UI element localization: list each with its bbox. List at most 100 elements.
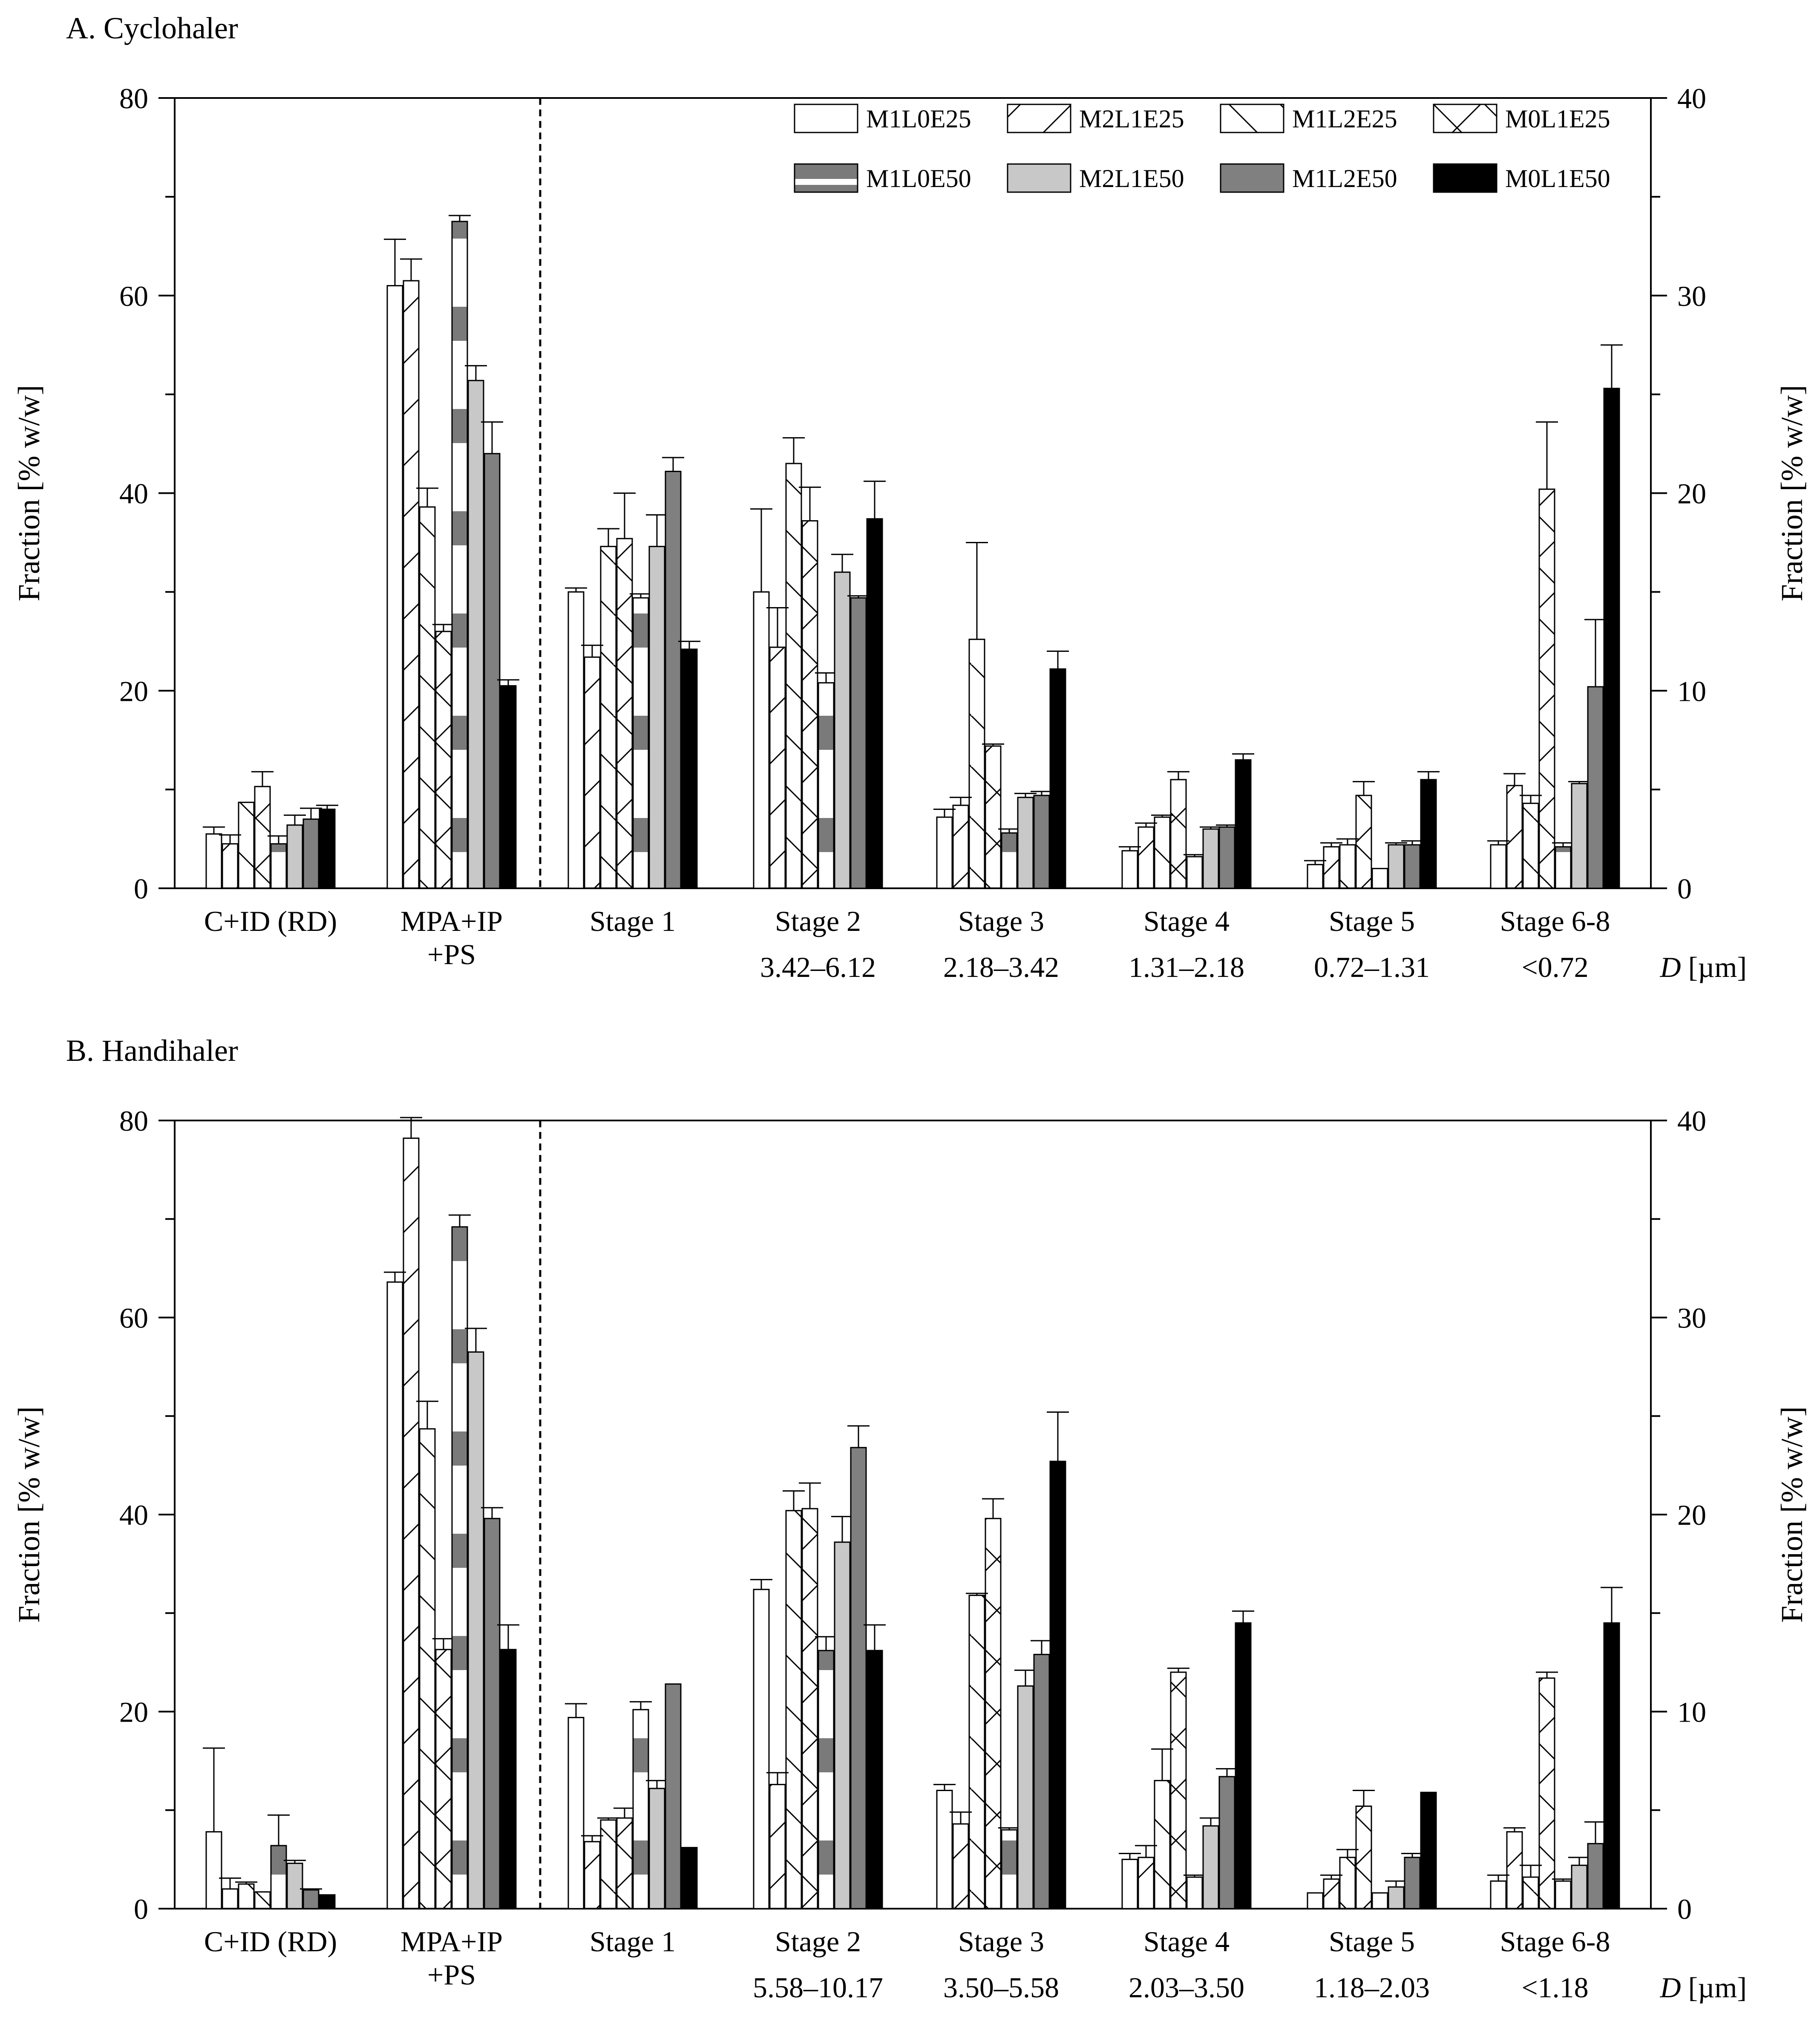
bar-M1L2E25: [600, 546, 617, 889]
bar-M1L0E25: [936, 1790, 953, 1910]
bar-M2L1E25: [1138, 1857, 1155, 1910]
bar-M1L0E25: [1307, 864, 1324, 889]
bar-M0L1E50: [1420, 779, 1437, 889]
category-label: Stage 2: [775, 905, 861, 937]
y-axis-label-right: Fraction [% w/w]: [1775, 1406, 1809, 1623]
bar-M1L2E50: [1033, 1653, 1050, 1910]
bar-M0L1E50: [1049, 668, 1066, 889]
bar-M1L0E25: [205, 1831, 222, 1910]
legend-label: M1L2E25: [1292, 105, 1397, 133]
bar-M1L2E50: [302, 818, 320, 889]
category-label: Stage 5: [1329, 1925, 1415, 1958]
bar-M1L2E25: [1339, 1857, 1356, 1910]
category-label: +PS: [427, 1959, 476, 1991]
bar-M1L2E25: [238, 801, 255, 889]
bar-M1L0E25: [753, 591, 770, 889]
forward-hatch-box-icon: [1007, 104, 1071, 133]
bar-M1L0E50: [632, 1709, 649, 1910]
size-range-label: 5.58–10.17: [753, 1971, 883, 2004]
bar-M1L2E50: [1218, 1776, 1235, 1910]
bar-M1L0E50: [451, 1226, 468, 1910]
size-range-label: 3.42–6.12: [760, 951, 876, 983]
bar-M1L2E25: [785, 463, 802, 889]
bar-M0L1E25: [985, 745, 1002, 889]
bar-M1L2E25: [968, 1595, 985, 1910]
bar-M1L0E50: [1001, 832, 1018, 889]
right-axis-tick-label: 10: [1677, 675, 1706, 707]
bar-M2L1E25: [952, 804, 969, 889]
bar-M0L1E25: [254, 786, 271, 889]
right-axis-tick-label: 10: [1677, 1696, 1706, 1728]
right-axis-tick-label: 40: [1677, 82, 1706, 115]
category-label: +PS: [427, 938, 476, 971]
right-axis-tick-label: 20: [1677, 1499, 1706, 1531]
bar-M2L1E25: [584, 656, 601, 889]
backward-hatch-box-icon: [1220, 104, 1284, 133]
bar-M0L1E25: [616, 538, 633, 889]
bar-M1L2E25: [1154, 1780, 1171, 1910]
bar-M2L1E50: [1388, 844, 1405, 889]
bar-M0L1E50: [319, 1894, 336, 1910]
bar-M2L1E50: [1017, 797, 1034, 889]
size-range-label: 2.03–3.50: [1129, 1971, 1244, 2004]
size-range-label: 1.18–2.03: [1314, 1971, 1430, 2004]
open-box-icon: [794, 104, 858, 133]
category-label: C+ID (RD): [204, 1925, 337, 1958]
category-label: C+ID (RD): [204, 905, 337, 937]
bar-M0L1E50: [1603, 1622, 1620, 1910]
right-axis-tick-label: 0: [1677, 1893, 1692, 1925]
bar-M1L2E25: [419, 506, 436, 889]
bar-M1L2E50: [1587, 686, 1604, 889]
bar-M2L1E25: [769, 1784, 786, 1910]
bar-M1L2E25: [1154, 816, 1171, 889]
legend-label: M1L2E50: [1292, 164, 1397, 193]
bar-M1L2E25: [1522, 803, 1539, 889]
category-label: Stage 4: [1143, 1925, 1230, 1958]
bar-M0L1E25: [1538, 488, 1555, 889]
category-label: MPA+IP: [400, 1925, 503, 1958]
left-axis-tick-label: 80: [119, 1105, 148, 1137]
y-axis-label-right: Fraction [% w/w]: [1775, 385, 1809, 602]
left-axis-tick-label: 20: [119, 675, 148, 707]
bar-M1L2E50: [1587, 1843, 1604, 1910]
bar-M1L0E25: [1307, 1892, 1324, 1910]
bar-M1L2E25: [785, 1510, 802, 1910]
bar-M0L1E50: [1235, 759, 1252, 889]
category-label: Stage 1: [590, 1925, 676, 1958]
category-label: Stage 6-8: [1500, 905, 1610, 937]
bar-M1L2E25: [600, 1819, 617, 1910]
dark-gray-box-icon: [1220, 163, 1284, 193]
bar-M2L1E50: [648, 1788, 665, 1910]
bar-M2L1E50: [467, 380, 484, 889]
category-label: Stage 3: [958, 905, 1044, 937]
bar-M1L2E50: [1033, 795, 1050, 889]
bar-M0L1E50: [866, 518, 883, 889]
bar-M1L0E50: [1001, 1829, 1018, 1910]
size-range-label: 1.31–2.18: [1129, 951, 1244, 983]
bar-M0L1E50: [1235, 1622, 1252, 1910]
bar-M1L0E50: [1555, 846, 1572, 889]
bar-M1L0E50: [270, 843, 287, 889]
bar-M2L1E25: [403, 1138, 420, 1910]
bar-M2L1E25: [222, 843, 239, 889]
legend: M1L0E25 M2L1E25 M1L2E25 M0L1E25 M1L0E50 M2L1E…: [794, 104, 1610, 193]
bar-M0L1E50: [1420, 1791, 1437, 1910]
bar-M2L1E50: [648, 546, 665, 889]
panel-title: A. Cyclohaler: [66, 11, 238, 45]
bar-M2L1E25: [1506, 785, 1523, 889]
bar-M1L2E50: [850, 597, 867, 889]
chart-panel-handihaler: 0 20 40 60 80 0 10 20 30 40 Fraction [% w/w] Fracti…: [12, 1105, 1809, 2004]
left-axis-tick-label: 60: [119, 280, 148, 312]
bar-M2L1E25: [1138, 826, 1155, 889]
bar-M2L1E50: [834, 571, 851, 889]
category-label: Stage 6-8: [1500, 1925, 1610, 1958]
bar-M1L0E25: [753, 1589, 770, 1910]
size-range-label: <1.18: [1521, 1971, 1588, 2004]
bar-M1L0E25: [1121, 1858, 1138, 1910]
bar-M1L0E50: [1555, 1880, 1572, 1910]
bar-M2L1E50: [1202, 1825, 1219, 1910]
bar-M1L0E50: [632, 597, 649, 889]
bar-M0L1E50: [681, 1847, 698, 1910]
bar-M2L1E50: [1388, 1886, 1405, 1910]
